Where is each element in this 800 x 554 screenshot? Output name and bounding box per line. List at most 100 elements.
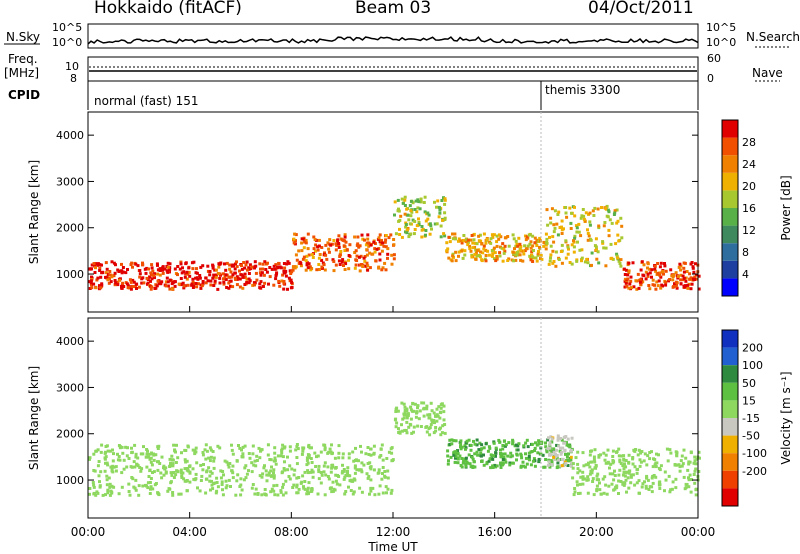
echo-cell-band-2 — [510, 454, 514, 458]
echo-cell-band-5 — [656, 284, 660, 288]
echo-cell-band-5 — [648, 271, 652, 275]
echo-cell-band-4 — [603, 458, 607, 462]
echo-cell-band-1 — [338, 253, 342, 257]
echo-cell-band-5 — [682, 285, 686, 289]
echo-cell-band-0 — [270, 465, 273, 469]
echo-cell-band-3 — [507, 257, 511, 261]
echo-cell-band-4 — [613, 487, 617, 491]
echo-cell-band-5 — [697, 274, 701, 278]
echo-cell-band-0 — [244, 476, 248, 480]
echo-cell-band-0 — [161, 271, 165, 275]
echo-cell-band-5 — [694, 262, 697, 266]
echo-cell-band-3 — [447, 235, 451, 239]
echo-cell-band-0 — [209, 448, 213, 452]
echo-cell-band-2 — [410, 210, 414, 214]
echo-cell-band-4 — [619, 216, 623, 220]
x-tick-label: 04:00 — [172, 525, 207, 539]
echo-cell-band-4 — [588, 453, 592, 457]
echo-cell-band-0 — [383, 470, 387, 473]
echo-cell-band-1 — [343, 239, 347, 243]
echo-cell-band-3 — [566, 437, 570, 441]
echo-cell-band-4 — [659, 464, 663, 468]
echo-cell-band-0 — [209, 279, 213, 283]
echo-cell-band-1 — [443, 423, 447, 426]
echo-cell-band-2 — [567, 444, 571, 448]
echo-cell-band-1 — [306, 266, 310, 270]
echo-cell-band-4 — [627, 471, 631, 475]
echo-cell-band-0 — [150, 451, 153, 455]
echo-cell-band-1 — [404, 413, 408, 417]
echo-cell-band-3 — [489, 237, 493, 241]
echo-cell-band-3 — [451, 252, 455, 256]
echo-cell-band-0 — [260, 271, 264, 275]
echo-cell-band-2 — [475, 443, 479, 447]
echo-cell-band-0 — [316, 492, 320, 496]
echo-cell-band-0 — [125, 282, 129, 286]
echo-cell-band-0 — [280, 279, 284, 283]
echo-cell-band-3 — [512, 252, 516, 256]
echo-cell-band-4 — [611, 461, 615, 465]
echo-cell-band-0 — [158, 269, 162, 272]
echo-cell-band-1 — [292, 237, 296, 241]
echo-cell-band-0 — [247, 272, 251, 275]
echo-cell-band-0 — [173, 280, 177, 284]
echo-cell-band-0 — [281, 455, 285, 459]
echo-cell-band-1 — [300, 241, 304, 245]
echo-cell-band-0 — [328, 487, 332, 491]
echo-cell-band-0 — [106, 278, 110, 282]
echo-cell-band-4 — [595, 484, 599, 488]
echo-cell-band-0 — [349, 478, 353, 482]
echo-cell-band-2 — [530, 442, 534, 446]
echo-cell-band-4 — [566, 245, 570, 249]
echo-cell-band-0 — [96, 448, 100, 452]
echo-cell-band-0 — [96, 262, 100, 266]
echo-cell-band-2 — [475, 450, 479, 454]
echo-cell-band-2 — [403, 204, 407, 207]
echo-cell-band-3 — [529, 240, 533, 244]
echo-cell-band-4 — [597, 454, 601, 457]
echo-cell-band-0 — [108, 277, 111, 280]
echo-cell-band-0 — [241, 286, 245, 290]
echo-cell-band-0 — [387, 450, 391, 454]
echo-cell-band-4 — [648, 451, 652, 454]
echo-cell-band-0 — [127, 457, 131, 460]
echo-cell-band-4 — [586, 475, 590, 479]
echo-cell-band-1 — [312, 235, 316, 239]
echo-cell-band-0 — [263, 260, 267, 264]
echo-cell-band-2 — [454, 451, 458, 455]
velocity-colorbar-tick: -100 — [742, 447, 767, 460]
echo-cell-band-0 — [97, 474, 101, 478]
echo-cell-band-0 — [267, 282, 270, 286]
echo-cell-band-0 — [186, 283, 190, 287]
echo-cell-band-4 — [629, 473, 633, 477]
echo-cell-band-2 — [436, 199, 440, 203]
echo-cell-band-3 — [466, 240, 470, 244]
echo-cell-band-4 — [552, 230, 556, 234]
echo-cell-band-4 — [556, 213, 560, 216]
echo-cell-band-0 — [291, 486, 295, 489]
echo-cell-band-0 — [282, 281, 286, 285]
echo-cell-band-4 — [687, 485, 691, 489]
echo-cell-band-0 — [259, 280, 263, 284]
echo-cell-band-0 — [383, 474, 387, 478]
velocity-colorbar-step — [722, 330, 738, 348]
echo-cell-band-4 — [619, 462, 623, 465]
echo-cell-band-5 — [629, 275, 633, 279]
echo-cell-band-2 — [439, 235, 443, 239]
echo-cell-band-0 — [261, 472, 265, 476]
echo-cell-band-0 — [337, 444, 341, 448]
echo-cell-band-0 — [200, 284, 204, 288]
echo-cell-band-2 — [480, 443, 484, 447]
echo-cell-band-0 — [138, 269, 142, 272]
echo-cell-band-0 — [347, 452, 351, 456]
echo-cell-band-0 — [177, 492, 181, 496]
echo-cell-band-0 — [273, 267, 277, 271]
echo-cell-band-2 — [559, 458, 563, 461]
echo-cell-band-1 — [341, 258, 345, 262]
echo-cell-band-2 — [472, 439, 475, 443]
echo-cell-band-0 — [166, 284, 170, 288]
echo-cell-band-4 — [675, 451, 679, 455]
echo-cell-band-0 — [157, 460, 160, 464]
echo-cell-band-0 — [201, 282, 205, 286]
echo-cell-band-1 — [405, 420, 409, 424]
